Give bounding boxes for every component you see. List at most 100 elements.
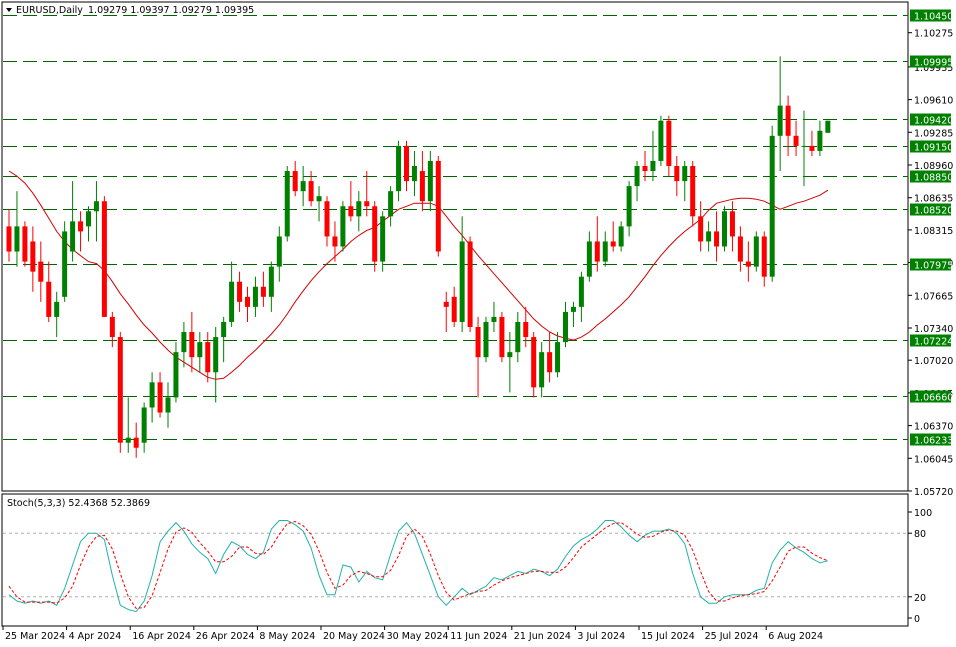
candle xyxy=(348,181,354,222)
candle-body xyxy=(531,337,537,388)
candle xyxy=(467,236,473,333)
candle-body xyxy=(563,311,568,343)
candle-body xyxy=(300,181,306,192)
date-tick-label: 20 May 2024 xyxy=(323,631,385,642)
candle-body xyxy=(340,206,346,247)
candle-body xyxy=(690,166,696,217)
candle-body xyxy=(777,105,783,136)
stochastic-label: Stoch(5,3,3) 52.4368 52.3869 xyxy=(7,498,150,509)
stoch-tick-label: 20 xyxy=(914,593,926,604)
candle-body xyxy=(427,160,433,202)
stoch-signal-line xyxy=(8,520,829,610)
candle-body xyxy=(332,236,338,247)
level-badge xyxy=(910,334,951,347)
candle xyxy=(658,115,664,167)
candle-body xyxy=(714,231,720,247)
ma-line xyxy=(8,170,829,380)
candle-body xyxy=(213,337,219,373)
candle-body xyxy=(698,216,704,242)
candle-body xyxy=(435,160,441,252)
candle xyxy=(101,196,107,317)
price-tick-label: 1.10275 xyxy=(914,29,953,40)
candle xyxy=(205,332,211,383)
candle-body xyxy=(22,226,28,262)
candle-body xyxy=(483,321,489,358)
candle-body xyxy=(268,266,274,297)
candle-body xyxy=(602,241,608,262)
candle xyxy=(380,211,386,272)
price-tick-label: 1.05720 xyxy=(914,487,953,498)
candle xyxy=(753,231,759,272)
candle-body xyxy=(133,437,139,448)
level-badge xyxy=(910,140,951,153)
candle xyxy=(427,150,433,212)
candle xyxy=(411,150,417,197)
level-badge xyxy=(910,203,951,216)
candle-body xyxy=(372,206,378,262)
candle xyxy=(602,231,608,267)
stochastic-panel[interactable] xyxy=(1,493,909,627)
candle-body xyxy=(229,281,235,322)
price-tick-label: 1.09935 xyxy=(914,63,953,74)
candle-body xyxy=(364,201,370,207)
candle-body xyxy=(674,166,680,182)
candle xyxy=(793,120,799,156)
candle xyxy=(761,231,767,287)
level-badge xyxy=(910,170,951,183)
candle-body xyxy=(348,206,354,217)
candle xyxy=(149,372,155,423)
candle xyxy=(459,216,465,333)
candle-body xyxy=(515,321,521,353)
candle-body xyxy=(237,281,243,302)
candle-body xyxy=(221,321,227,338)
candle-body xyxy=(125,437,131,443)
candle xyxy=(78,211,84,252)
candle xyxy=(22,221,28,267)
candle xyxy=(555,332,561,378)
candle-body xyxy=(555,342,561,373)
level-badge-label: 1.06233 xyxy=(914,436,953,447)
candle-body xyxy=(284,171,290,237)
candle xyxy=(221,316,227,363)
date-axis: 25 Mar 2024 4 Apr 2024 16 Apr 2024 26 Apr 2… xyxy=(2,626,823,642)
candle xyxy=(531,332,537,398)
candle-body xyxy=(30,241,36,272)
candle-body xyxy=(62,231,68,297)
candle xyxy=(451,286,457,327)
candle-body xyxy=(547,352,553,373)
candle xyxy=(626,181,632,237)
candle xyxy=(229,261,235,327)
level-badge-label: 1.06660 xyxy=(914,393,953,404)
candle-body xyxy=(292,171,298,192)
candle xyxy=(70,181,76,262)
candle xyxy=(133,422,139,458)
candle xyxy=(268,261,274,312)
candle xyxy=(435,155,441,257)
candle xyxy=(292,160,298,197)
candle-body xyxy=(205,342,211,373)
candle xyxy=(523,306,529,348)
candle-body xyxy=(173,352,179,398)
candle xyxy=(594,216,600,272)
dropdown-triangle-icon[interactable] xyxy=(6,8,12,12)
candle-body xyxy=(658,120,664,161)
price-tick-label: 1.09610 xyxy=(914,96,953,107)
candle-body xyxy=(411,166,417,182)
candle xyxy=(284,166,290,242)
candle xyxy=(245,286,250,322)
candle-body xyxy=(634,166,640,187)
candle xyxy=(547,332,553,383)
stoch-tick-label: 80 xyxy=(914,529,926,540)
date-tick-label: 16 Apr 2024 xyxy=(132,631,191,642)
candle xyxy=(404,140,409,192)
candle-body xyxy=(451,296,457,322)
date-tick-label: 11 Jun 2024 xyxy=(450,631,507,642)
candle xyxy=(650,130,656,182)
candle-body xyxy=(570,306,576,312)
price-tick-label: 1.07340 xyxy=(914,324,953,335)
candle xyxy=(252,276,258,317)
candle xyxy=(706,221,712,252)
candle-body xyxy=(618,226,624,247)
candle xyxy=(729,201,735,252)
